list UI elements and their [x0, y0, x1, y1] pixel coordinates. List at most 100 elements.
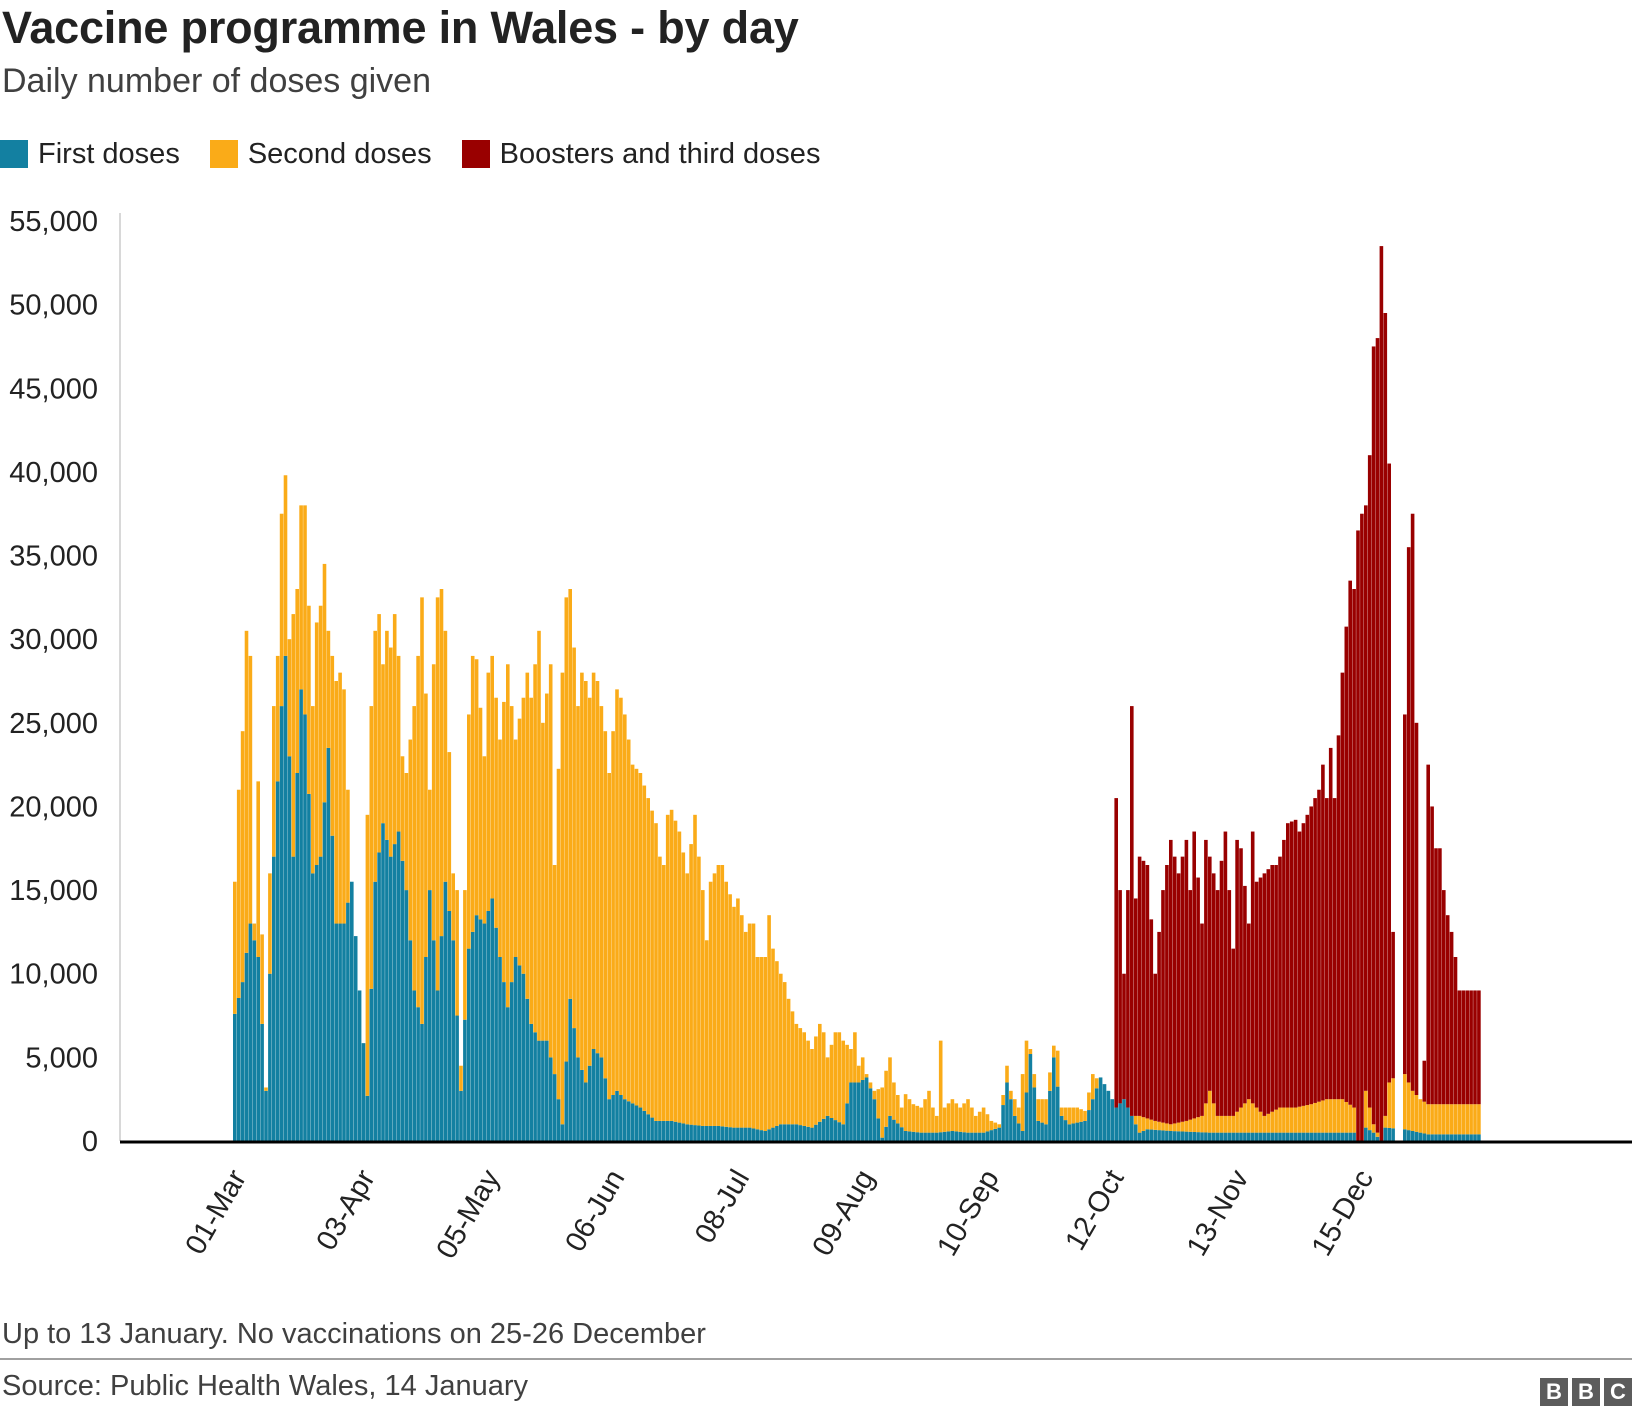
- bar-first-dose: [646, 1114, 650, 1141]
- bar-first-dose: [1083, 1120, 1087, 1141]
- bar-second-dose: [743, 931, 748, 1128]
- bar-second-dose: [821, 1032, 826, 1119]
- bar-second-dose: [1266, 1113, 1271, 1133]
- bar-second-dose: [326, 630, 331, 748]
- bar-second-dose: [849, 1049, 853, 1083]
- bar-booster-dose: [1352, 589, 1356, 1108]
- bar-second-dose: [654, 823, 658, 1121]
- bar-second-dose: [467, 714, 471, 949]
- bar-first-dose: [1028, 1054, 1033, 1141]
- y-tick-label: 35,000: [9, 541, 98, 573]
- bar-second-dose: [513, 739, 518, 957]
- bar-first-dose: [650, 1117, 654, 1141]
- bar-first-dose: [334, 923, 338, 1141]
- bar-first-dose: [1247, 1132, 1251, 1141]
- bar-second-dose: [884, 1070, 888, 1127]
- bar-second-dose: [1036, 1099, 1040, 1121]
- bar-first-dose: [541, 1040, 545, 1141]
- bar-first-dose: [482, 923, 487, 1141]
- bar-second-dose: [626, 739, 631, 1102]
- bar-second-dose: [935, 1115, 939, 1133]
- bar-second-dose: [1262, 1115, 1267, 1133]
- bar-second-dose: [307, 605, 311, 794]
- bar-first-dose: [1009, 1099, 1013, 1141]
- bar-second-dose: [1445, 1104, 1450, 1135]
- bar-booster-dose: [1356, 530, 1360, 1141]
- bar-first-dose: [311, 873, 315, 1141]
- bar-first-dose: [580, 1069, 584, 1141]
- bar-second-dose: [603, 731, 608, 1079]
- bar-first-dose: [439, 936, 444, 1141]
- bar-first-dose: [568, 998, 572, 1141]
- bar-second-dose: [853, 1032, 857, 1083]
- y-tick-label: 10,000: [9, 959, 98, 991]
- bar-second-dose: [833, 1032, 838, 1121]
- bar-second-dose: [1383, 1115, 1388, 1128]
- bar-second-dose: [673, 820, 678, 1122]
- bar-first-dose: [966, 1132, 970, 1141]
- bar-second-dose: [455, 890, 459, 1016]
- bar-first-dose: [357, 990, 362, 1141]
- bar-first-dose: [377, 852, 381, 1141]
- bbc-logo-letter-3: C: [1604, 1378, 1632, 1406]
- bar-booster-dose: [1231, 948, 1235, 1116]
- bar-second-dose: [1016, 1107, 1021, 1124]
- bar-first-dose: [498, 957, 502, 1141]
- bar-first-dose: [1036, 1120, 1040, 1141]
- bar-booster-dose: [1145, 865, 1150, 1119]
- bar-second-dose: [560, 672, 565, 1125]
- bar-first-dose: [1430, 1134, 1434, 1141]
- bar-booster-dose: [1169, 839, 1173, 1125]
- bar-second-dose: [260, 934, 264, 1024]
- bar-second-dose: [814, 1036, 818, 1125]
- bar-second-dose: [681, 852, 686, 1124]
- bar-first-dose: [353, 936, 358, 1141]
- bar-first-dose: [1192, 1131, 1196, 1141]
- bar-second-dose: [1317, 1101, 1321, 1133]
- bar-first-dose: [533, 1032, 537, 1141]
- chart-title: Vaccine programme in Wales - by day: [2, 2, 799, 53]
- bar-first-dose: [884, 1126, 888, 1141]
- bar-second-dose: [1371, 1124, 1376, 1133]
- bar-first-dose: [837, 1122, 842, 1141]
- bar-first-dose: [907, 1131, 912, 1141]
- bar-booster-dose: [1387, 463, 1391, 1083]
- bar-first-dose: [658, 1120, 662, 1141]
- bar-second-dose: [1005, 1065, 1009, 1083]
- bar-second-dose: [1040, 1099, 1044, 1123]
- bar-second-dose: [1469, 1104, 1473, 1135]
- bar-first-dose: [1254, 1132, 1259, 1141]
- bar-second-dose: [619, 697, 623, 1095]
- bar-second-dose: [443, 630, 448, 882]
- bar-first-dose: [509, 982, 514, 1141]
- bar-second-dose: [892, 1082, 896, 1120]
- bar-booster-dose: [1282, 839, 1286, 1108]
- bar-booster-dose: [1410, 513, 1415, 1091]
- bar-first-dose: [1227, 1132, 1232, 1141]
- bar-second-dose: [1278, 1107, 1282, 1133]
- bar-second-dose: [1453, 1104, 1458, 1135]
- bar-second-dose: [1094, 1078, 1099, 1089]
- bar-second-dose: [1403, 1074, 1407, 1130]
- bar-second-dose: [704, 940, 709, 1126]
- bar-second-dose: [1091, 1074, 1095, 1100]
- bar-second-dose: [1438, 1104, 1442, 1135]
- bar-second-dose: [962, 1103, 966, 1133]
- bar-first-dose: [915, 1132, 920, 1141]
- bar-second-dose: [1223, 1115, 1228, 1133]
- bar-first-dose: [1157, 1130, 1161, 1141]
- bar-second-dose: [463, 890, 467, 1020]
- bar-second-dose: [591, 672, 596, 1049]
- bar-booster-dose: [1133, 898, 1138, 1116]
- bar-second-dose: [1387, 1082, 1391, 1128]
- bar-booster-dose: [1364, 505, 1368, 1091]
- bar-first-dose: [400, 860, 405, 1141]
- bar-first-dose: [342, 923, 346, 1141]
- bar-second-dose: [981, 1107, 986, 1133]
- bar-second-dose: [404, 773, 409, 891]
- bar-first-dose: [1258, 1132, 1263, 1141]
- bar-second-dose: [279, 513, 284, 707]
- bar-first-dose: [872, 1099, 877, 1141]
- bar-second-dose: [587, 697, 592, 1066]
- bar-second-dose: [689, 844, 693, 1125]
